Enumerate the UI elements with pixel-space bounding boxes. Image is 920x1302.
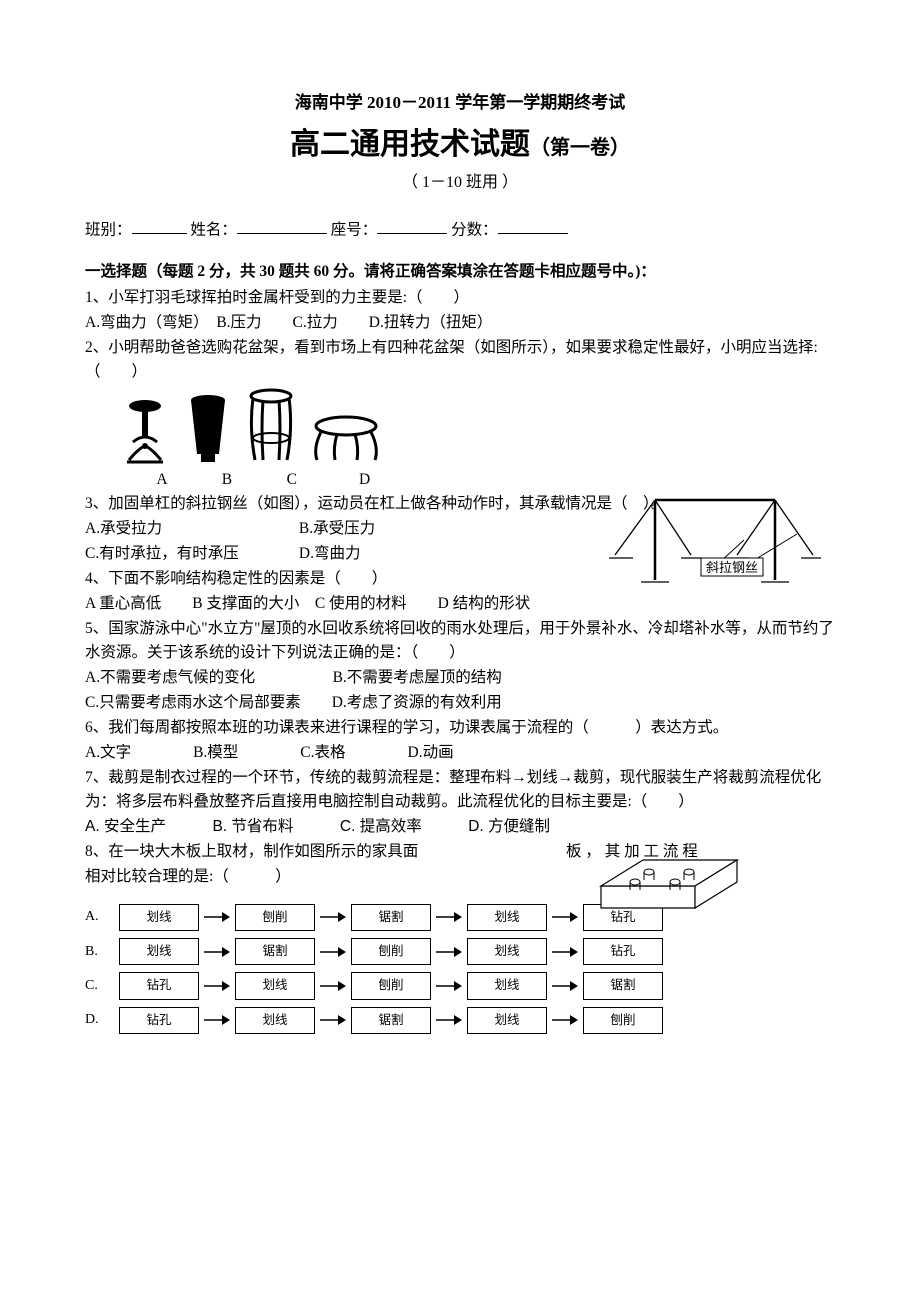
flow-label-b: B. (85, 941, 119, 963)
name-label: 姓名： (190, 221, 237, 238)
flow-box: 刨削 (235, 904, 315, 931)
flow-box: 划线 (467, 972, 547, 999)
q2-labels: A B C D (130, 468, 835, 492)
flow-row-c: C.钻孔 划线 刨削 划线 锯割 (85, 972, 835, 999)
flow-box: 锯割 (351, 1007, 431, 1034)
arrow-icon (320, 946, 346, 958)
section-1-title: 一选择题（每题 2 分，共 30 题共 60 分。请将正确答案填涂在答题卡相应题… (85, 260, 835, 284)
q3-opt-c: C.有时承拉，有时承压 (85, 542, 295, 566)
q7-stem: 7、裁剪是制衣过程的一个环节，传统的裁剪流程是：整理布料→划线→裁剪，现代服装生… (85, 766, 835, 814)
flow-box: 钻孔 (583, 938, 663, 965)
q2-label-d: D (328, 468, 402, 492)
q2-stem: 2、小明帮助爸爸选购花盆架，看到市场上有四种花盆架（如图所示），如果要求稳定性最… (85, 336, 835, 384)
seat-blank[interactable] (377, 218, 447, 235)
flow-box: 钻孔 (119, 1007, 199, 1034)
flow-box: 钻孔 (119, 972, 199, 999)
flow-box: 划线 (467, 904, 547, 931)
arrow-icon (204, 946, 230, 958)
arrow-icon (204, 980, 230, 992)
arrow-icon (320, 1014, 346, 1026)
arrow-icon (436, 980, 462, 992)
arrow-icon (552, 911, 578, 923)
q2-fig-c (241, 388, 301, 468)
q2-label-c: C (260, 468, 324, 492)
q3-block: 3、加固单杠的斜拉钢丝（如图），运动员在杠上做各种动作时，其承载情况是（ ）。 … (85, 492, 835, 566)
q2-label-b: B (198, 468, 256, 492)
arrow-icon (320, 980, 346, 992)
flow-box: 锯割 (583, 972, 663, 999)
flow-box: 刨削 (351, 972, 431, 999)
arrow-icon (552, 946, 578, 958)
svg-text:斜拉钢丝: 斜拉钢丝 (706, 560, 758, 575)
flow-box: 刨削 (583, 1007, 663, 1034)
q6-stem: 6、我们每周都按照本班的功课表来进行课程的学习，功课表属于流程的（ ）表达方式。 (85, 716, 835, 740)
flow-box: 刨削 (351, 938, 431, 965)
score-label: 分数： (451, 221, 498, 238)
q1-opts: A.弯曲力（弯矩） B.压力 C.拉力 D.扭转力（扭矩） (85, 311, 835, 335)
q2-fig-b (181, 394, 235, 468)
score-blank[interactable] (498, 218, 568, 235)
q2-fig-d (307, 414, 385, 468)
flow-box: 划线 (467, 1007, 547, 1034)
flow-box: 锯割 (235, 938, 315, 965)
arrow-icon (552, 1014, 578, 1026)
q8-block: 8、在一块大木板上取材，制作如图所示的家具面 板 ， 其 加 工 流 程 相对比… (85, 840, 835, 889)
arrow-icon (436, 1014, 462, 1026)
flow-row-d: D.钻孔 划线 锯割 划线 刨削 (85, 1007, 835, 1034)
title-line-3: （ 1－10 班用 ） (85, 171, 835, 196)
flow-box: 划线 (119, 938, 199, 965)
arrow-icon (436, 946, 462, 958)
class-label: 班别： (85, 221, 132, 238)
seat-label: 座号： (331, 221, 378, 238)
q5-opts-2: C.只需要考虑雨水这个局部要素 D.考虑了资源的有效利用 (85, 691, 835, 715)
q5-stem: 5、国家游泳中心"水立方"屋顶的水回收系统将回收的雨水处理后，用于外景补水、冷却… (85, 617, 835, 665)
q6-opts: A.文字 B.模型 C.表格 D.动画 (85, 741, 835, 765)
flow-label-c: C. (85, 975, 119, 997)
arrow-icon (204, 1014, 230, 1026)
class-blank[interactable] (132, 218, 187, 235)
q5-opts-1: A.不需要考虑气候的变化 B.不需要考虑屋顶的结构 (85, 666, 835, 690)
flow-label-a: A. (85, 906, 119, 928)
flow-box: 划线 (119, 904, 199, 931)
q1-stem: 1、小军打羽毛球挥拍时金属杆受到的力主要是:（ ） (85, 286, 835, 310)
flow-label-d: D. (85, 1009, 119, 1031)
arrow-icon (436, 911, 462, 923)
q8-stem-p1: 8、在一块大木板上取材，制作如图所示的家具面 (85, 843, 418, 860)
flow-box: 锯割 (351, 904, 431, 931)
flow-box: 划线 (235, 1007, 315, 1034)
q3-opt-a: A.承受拉力 (85, 517, 295, 541)
flow-row-b: B.划线锯割刨削划线钻孔 (85, 938, 835, 965)
student-info-line: 班别： 姓名： 座号： 分数： (85, 218, 835, 243)
title-main: 高二通用技术试题 (290, 128, 530, 161)
q3-opt-b: B.承受压力 (299, 520, 375, 537)
arrow-icon (204, 911, 230, 923)
flow-box: 划线 (235, 972, 315, 999)
title-sub: （第一卷） (530, 137, 630, 159)
title-line-2: 高二通用技术试题（第一卷） (85, 122, 835, 169)
name-blank[interactable] (237, 218, 327, 235)
title-line-1: 海南中学 2010－2011 学年第一学期期终考试 (85, 90, 835, 116)
arrow-icon (552, 980, 578, 992)
q3-figure: 斜拉钢丝 (605, 490, 825, 603)
q2-fig-a (115, 396, 175, 468)
q2-figures (115, 388, 835, 468)
q2-label-a: A (130, 468, 194, 492)
flow-box: 划线 (467, 938, 547, 965)
q8-figure (595, 832, 745, 926)
q3-opt-d: D.弯曲力 (299, 545, 361, 562)
arrow-icon (320, 911, 346, 923)
